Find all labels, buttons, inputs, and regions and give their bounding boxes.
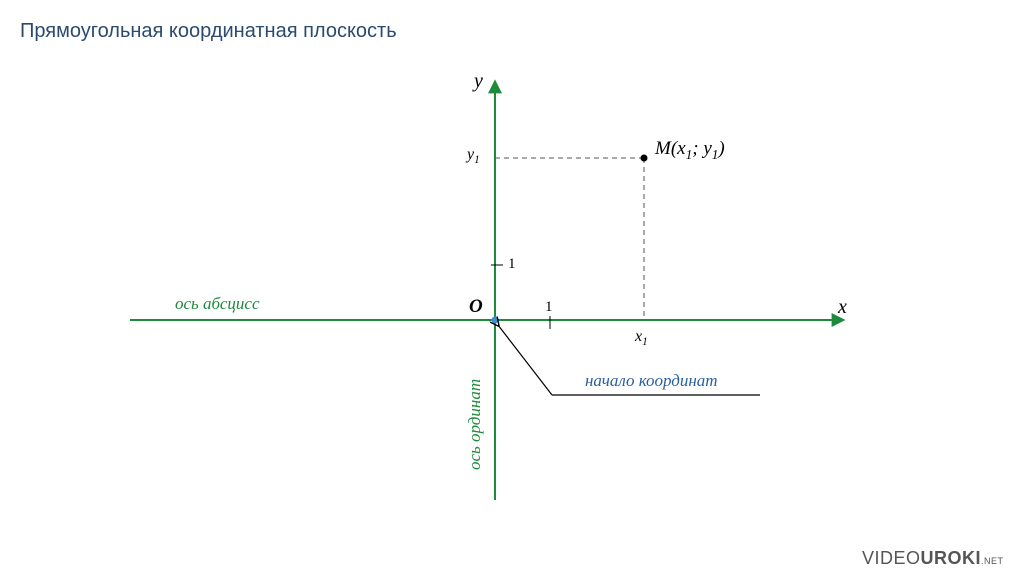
origin-annotation: начало координат	[585, 371, 718, 391]
y1-projection-label: y1	[467, 146, 480, 166]
coordinate-plane	[0, 0, 1024, 574]
x1-projection-label: x1	[635, 328, 648, 348]
origin-dot	[492, 317, 499, 324]
point-m-label: M(x1; y1)	[655, 138, 725, 163]
watermark-part2: UROKI	[921, 548, 982, 568]
origin-label: O	[469, 296, 483, 318]
y-axis-label: y	[474, 70, 483, 93]
y-tick-1-label: 1	[508, 256, 516, 273]
origin-pointer-arrow	[498, 325, 552, 395]
ordinate-annotation: ось ординат	[465, 379, 485, 470]
watermark-part1: VIDEO	[862, 548, 921, 568]
point-m-dot	[641, 155, 648, 162]
x-axis-label: x	[838, 296, 847, 319]
x-tick-1-label: 1	[545, 299, 553, 316]
watermark-suffix: .NET	[981, 556, 1004, 566]
abscissa-annotation: ось абсцисс	[175, 294, 260, 314]
watermark: VIDEOUROKI.NET	[862, 548, 1004, 569]
